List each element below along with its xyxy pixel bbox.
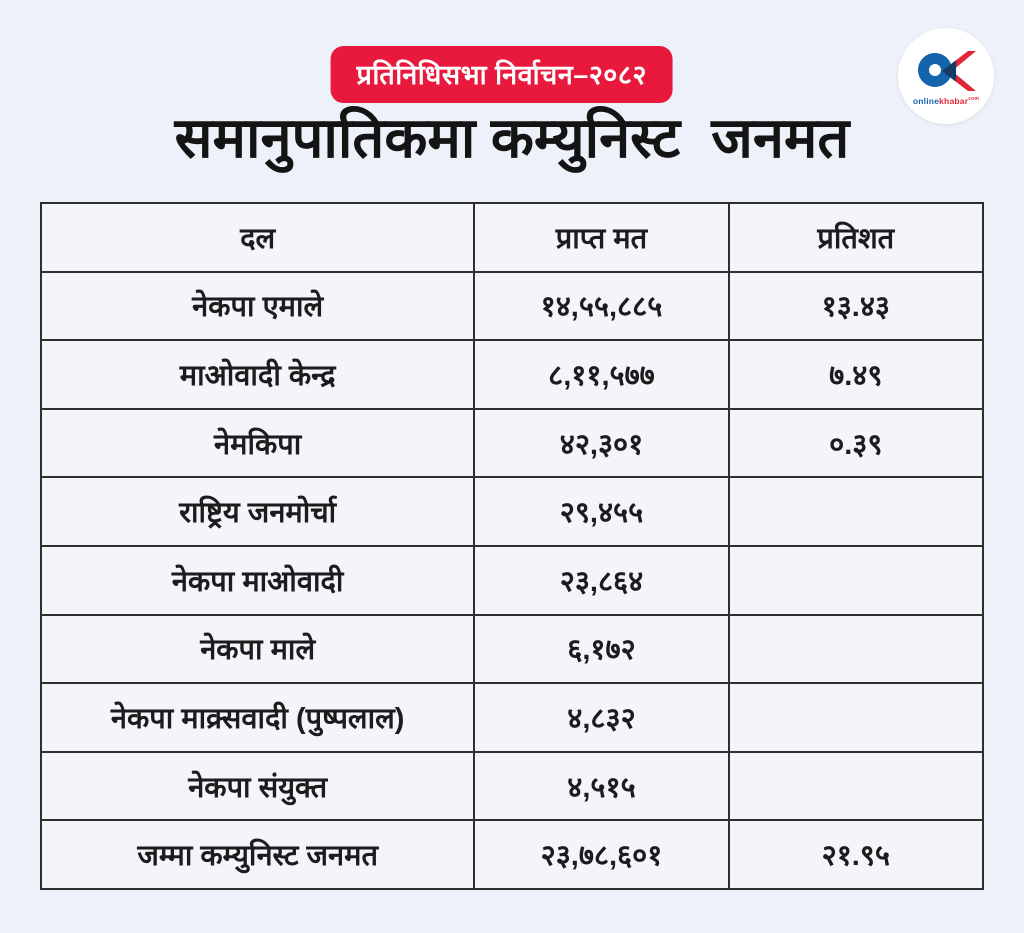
percent-value — [727, 544, 985, 616]
table-row: नेकपा माक्र्सवादी (पुष्पलाल) ४,८३२ — [39, 682, 985, 753]
table-row: नेकपा माओवादी २३,८६४ — [39, 544, 985, 616]
header-party: दल — [39, 202, 476, 273]
party-name: जम्मा कम्युनिस्ट जनमत — [39, 819, 476, 890]
table-row-total: जम्मा कम्युनिस्ट जनमत २३,७८,६०१ २१.९५ — [39, 819, 985, 890]
logo-text-online: online — [912, 95, 940, 106]
pr-vote-table: दल प्राप्त मत प्रतिशत नेकपा एमाले १४,५५,… — [39, 202, 985, 890]
table-row: नेकपा माले ६,१७२ — [39, 613, 985, 685]
table-header-row: दल प्राप्त मत प्रतिशत — [39, 202, 985, 273]
party-name: नेकपा संयुक्त — [39, 750, 476, 822]
table-row: माओवादी केन्द्र ८,११,५७७ ७.४९ — [39, 339, 985, 410]
percent-value — [727, 750, 985, 822]
party-name: नेकपा माले — [39, 613, 476, 685]
votes-value: १४,५५,८८५ — [473, 270, 730, 342]
percent-value: ७.४९ — [727, 339, 985, 410]
logo-text-tld: com — [968, 95, 980, 102]
party-name: नेमकिपा — [39, 407, 476, 479]
party-name: नेकपा माक्र्सवादी (पुष्पलाल) — [39, 682, 476, 753]
votes-value: ४,८३२ — [473, 682, 730, 753]
table-row: नेकपा एमाले १४,५५,८८५ १३.४३ — [39, 270, 985, 342]
votes-value: २९,४५५ — [473, 476, 730, 547]
votes-value: ४,५१५ — [473, 750, 730, 822]
votes-value: ६,१७२ — [473, 613, 730, 685]
percent-value — [727, 476, 985, 547]
votes-value: ८,११,५७७ — [473, 339, 730, 410]
table-row: नेकपा संयुक्त ४,५१५ — [39, 750, 985, 822]
table-row: नेमकिपा ४२,३०१ ०.३९ — [39, 407, 985, 479]
votes-value: २३,७८,६०१ — [473, 819, 730, 890]
percent-value: २१.९५ — [727, 819, 985, 890]
logo-k-icon — [942, 50, 976, 91]
ok-monogram-icon — [918, 50, 976, 91]
votes-value: ४२,३०१ — [473, 407, 730, 479]
party-name: माओवादी केन्द्र — [39, 339, 476, 410]
logo-text-khabar: khabar — [939, 95, 969, 106]
percent-value — [727, 613, 985, 685]
table-row: राष्ट्रिय जनमोर्चा २९,४५५ — [39, 476, 985, 547]
percent-value: ०.३९ — [727, 407, 985, 479]
header-votes: प्राप्त मत — [473, 202, 730, 273]
party-name: नेकपा माओवादी — [39, 544, 476, 616]
party-name: राष्ट्रिय जनमोर्चा — [39, 476, 476, 547]
header-percent: प्रतिशत — [727, 202, 985, 273]
election-badge: प्रतिनिधिसभा निर्वाचन–२०८२ — [330, 46, 673, 103]
percent-value: १३.४३ — [727, 270, 985, 342]
logo-wordmark: onlinekhabarcom — [913, 96, 979, 106]
votes-value: २३,८६४ — [473, 544, 730, 616]
page-title: समानुपातिकमा कम्युनिस्ट जनमत — [174, 106, 850, 169]
party-name: नेकपा एमाले — [39, 270, 476, 342]
onlinekhabar-logo: onlinekhabarcom — [898, 28, 994, 124]
percent-value — [727, 682, 985, 753]
